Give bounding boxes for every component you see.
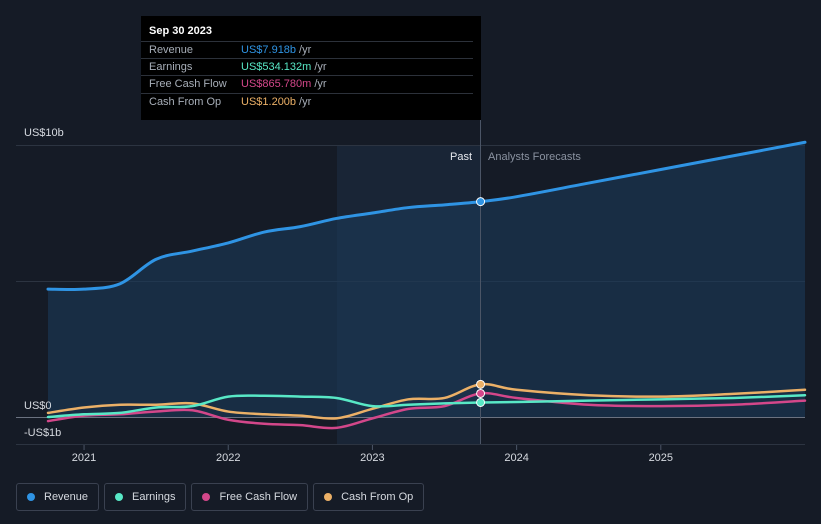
x-axis: 2021 2022 2023 2024 2025 [16,444,805,464]
series-line-earnings [46,393,807,419]
legend-dot-icon [202,493,211,501]
tooltip-label: Earnings [149,61,193,73]
tooltip-value: US$534.132m/yr [241,61,327,73]
tooltip-label: Cash From Op [149,96,222,108]
x-tick-label: 2022 [216,452,240,464]
marker-cash-from-op [476,379,486,389]
tooltip-row-free-cash-flow: Free Cash Flow US$865.780m/yr [141,75,473,93]
tooltip-value: US$1.200b/yr [241,96,312,108]
series-lines [46,140,807,430]
legend-item-revenue[interactable]: Revenue [16,483,100,511]
revenue-area-fill [48,142,805,417]
tooltip-value: US$7.918b/yr [241,44,312,56]
series-line-cash-from-op [46,382,807,420]
legend-dot-icon [324,493,333,501]
revenue-area [48,142,805,417]
x-tick-label: 2021 [72,452,96,464]
legend: Revenue Earnings Free Cash Flow Cash Fro… [16,483,429,511]
legend-item-earnings[interactable]: Earnings [104,483,187,511]
tooltip-label: Revenue [149,44,194,56]
x-tick-label: 2024 [504,452,528,464]
y-tick-zero: US$0 [24,400,52,412]
tooltip: Sep 30 2023 Revenue US$7.918b/yr Earning… [141,16,481,120]
y-tick-bottom: -US$1b [24,427,61,439]
legend-dot-icon [27,493,35,501]
x-tick-label: 2023 [360,452,384,464]
legend-dot-icon [115,493,124,501]
legend-item-free-cash-flow[interactable]: Free Cash Flow [191,483,309,511]
legend-label: Earnings [132,491,176,503]
tooltip-row-cash-from-op: Cash From Op US$1.200b/yr [141,93,473,111]
y-tick-top: US$10b [24,127,64,139]
tooltip-row-revenue: Revenue US$7.918b/yr [141,41,473,59]
tooltip-value: US$865.780m/yr [241,78,327,90]
tooltip-row-earnings: Earnings US$534.132m/yr [141,58,473,76]
series-line-free-cash-flow [46,391,807,430]
legend-item-cash-from-op[interactable]: Cash From Op [313,483,425,511]
legend-label: Revenue [44,491,89,503]
legend-label: Free Cash Flow [219,491,298,503]
x-tick-label: 2025 [649,452,673,464]
series-line-revenue [46,140,807,292]
past-label: Past [450,151,472,163]
legend-label: Cash From Op [341,491,414,503]
tooltip-label: Free Cash Flow [149,78,227,90]
marker-revenue [476,197,486,207]
tooltip-date: Sep 30 2023 [149,25,212,37]
marker-free-cash-flow [476,388,486,398]
series-markers [476,197,486,407]
marker-earnings [476,397,486,407]
forecast-label: Analysts Forecasts [488,151,581,163]
